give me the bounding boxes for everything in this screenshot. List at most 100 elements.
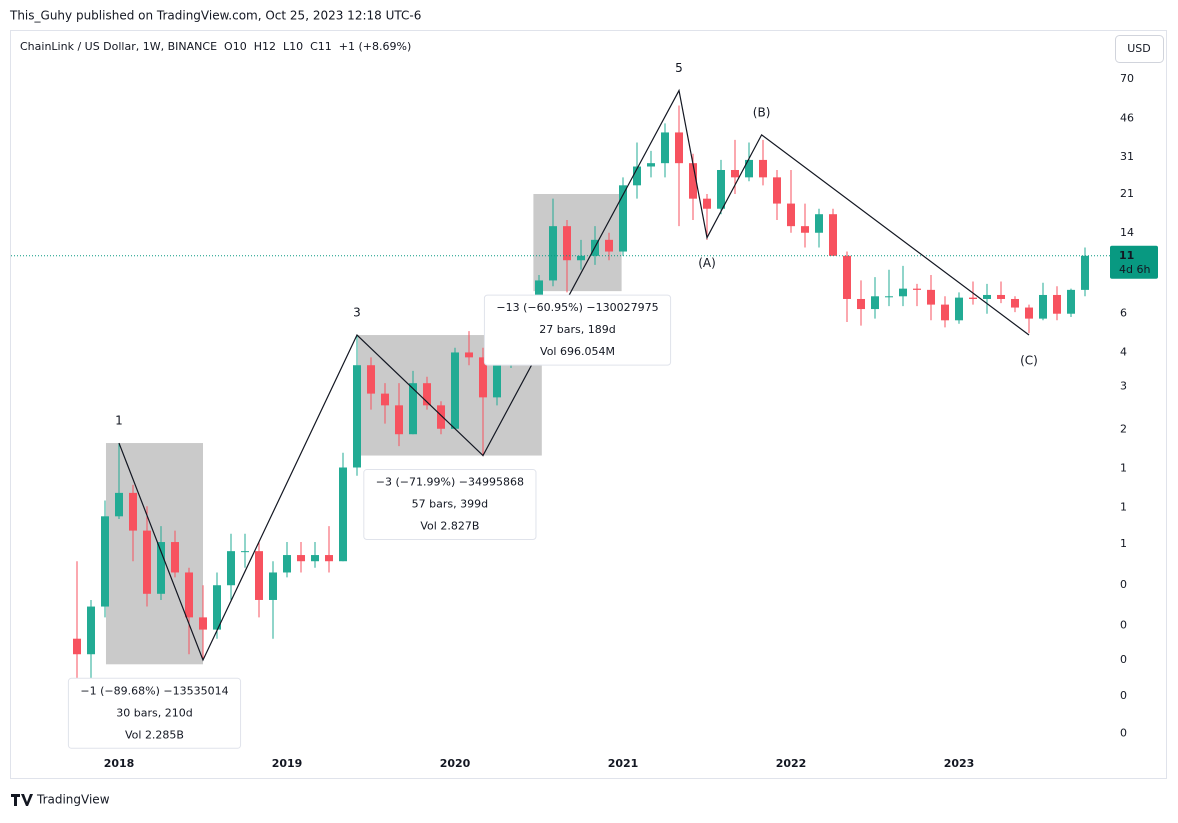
wave-label: 1 [115,414,123,428]
candle-body [871,296,879,310]
candle-body [283,555,291,573]
candle-body [381,393,389,406]
x-tick-label: 2020 [440,757,471,770]
legend-item: C11 [310,40,332,53]
candle-body [647,163,655,167]
x-tick-label: 2018 [104,757,135,770]
range-info-line: −1 (−89.68%) −13535014 [80,684,228,697]
legend-item: O10 [224,40,247,53]
brand-logo [11,794,33,806]
candle-body [717,169,725,209]
candle-body [325,555,333,562]
y-tick-label: 70 [1120,72,1134,85]
candle-body [787,203,795,227]
candle-body [759,159,767,178]
chart-frame [10,30,1167,779]
x-tick-label: 2022 [776,757,807,770]
wave-line [118,88,1030,662]
candle-body [437,405,445,429]
candle-body [801,226,809,233]
candle-body [1011,298,1019,308]
x-tick-label: 2023 [944,757,975,770]
candle-body [577,255,585,261]
y-tick-label: 6 [1120,307,1127,320]
range-info-line: 27 bars, 189d [539,323,615,336]
y-tick-label: 2 [1120,422,1127,435]
candle-body [969,297,977,299]
candle-body [703,198,711,209]
candle-body [605,239,613,252]
currency-button[interactable] [1115,35,1164,63]
range-info-line: 30 bars, 210d [116,706,192,719]
candle-body [129,492,137,531]
candle-body [829,214,837,256]
candle-body [451,352,459,429]
y-tick-label: 0 [1120,689,1127,702]
y-tick-label: 0 [1120,618,1127,631]
wave-label: (C) [1020,354,1038,368]
brand-name: TradingView [36,793,110,807]
candle-body [1081,255,1089,290]
candle-body [563,226,571,261]
legend: ChainLink / US Dollar, 1W, BINANCE O10 H12… [20,40,411,53]
x-tick-label: 2021 [608,757,639,770]
y-tick-label: 3 [1120,380,1127,393]
candle-body [619,185,627,252]
y-tick-label: 1 [1120,500,1127,513]
candle-body [87,606,95,655]
range-box [105,443,203,665]
candle-body [311,555,319,562]
candle-body [1067,289,1075,314]
candle-body [1039,294,1047,319]
last-price-label: 11 [1119,249,1134,262]
candle-body [157,542,165,594]
candle-body [297,555,305,562]
candle-body [955,297,963,321]
candle-body [143,530,151,594]
candle-body [101,516,109,607]
range-info-line: 57 bars, 399d [412,498,488,511]
range-info-box [363,469,537,541]
candle-body [255,551,263,600]
range-info-line: Vol 2.827B [420,520,479,533]
range-info-box [483,294,672,366]
candle-body [353,365,361,468]
candle-body [1053,294,1061,314]
candle-body [941,304,949,321]
brand: TradingView [11,793,110,807]
last-price-tag [1110,245,1158,279]
candle-body [899,288,907,297]
candle-body [367,365,375,394]
candle-body [171,542,179,573]
countdown-label: 4d 6h [1119,263,1150,276]
legend-item: ChainLink / US Dollar, 1W, BINANCE [20,40,217,53]
range-info: −1 (−89.68%) −13535014 30 bars, 210d Vol 2… [67,677,242,749]
range-info-line: −3 (−71.99%) −34995868 [376,476,524,489]
y-tick-label: 21 [1120,187,1134,200]
y-tick-label: 14 [1120,226,1134,239]
candle-body [185,572,193,618]
wave-label: (A) [698,256,716,270]
y-tick-label: 0 [1120,578,1127,591]
range-info: −3 (−71.99%) −34995868 57 bars, 399d Vol 2… [363,469,537,541]
x-tick-label: 2019 [272,757,303,770]
candle-body [815,214,823,233]
y-tick-label: 0 [1120,727,1127,740]
candle-body [73,638,81,655]
candle-body [857,298,865,310]
candle-body [689,163,697,199]
range-info-box [67,677,242,749]
candle-body [115,492,123,517]
candle-body [661,132,669,164]
candle-body [465,352,473,358]
candle-body [1025,307,1033,319]
candle-body [983,294,991,299]
candle-body [199,617,207,630]
candle-body [213,585,221,630]
candle-body [241,551,249,553]
candle-body [549,226,557,281]
candle-body [773,177,781,204]
